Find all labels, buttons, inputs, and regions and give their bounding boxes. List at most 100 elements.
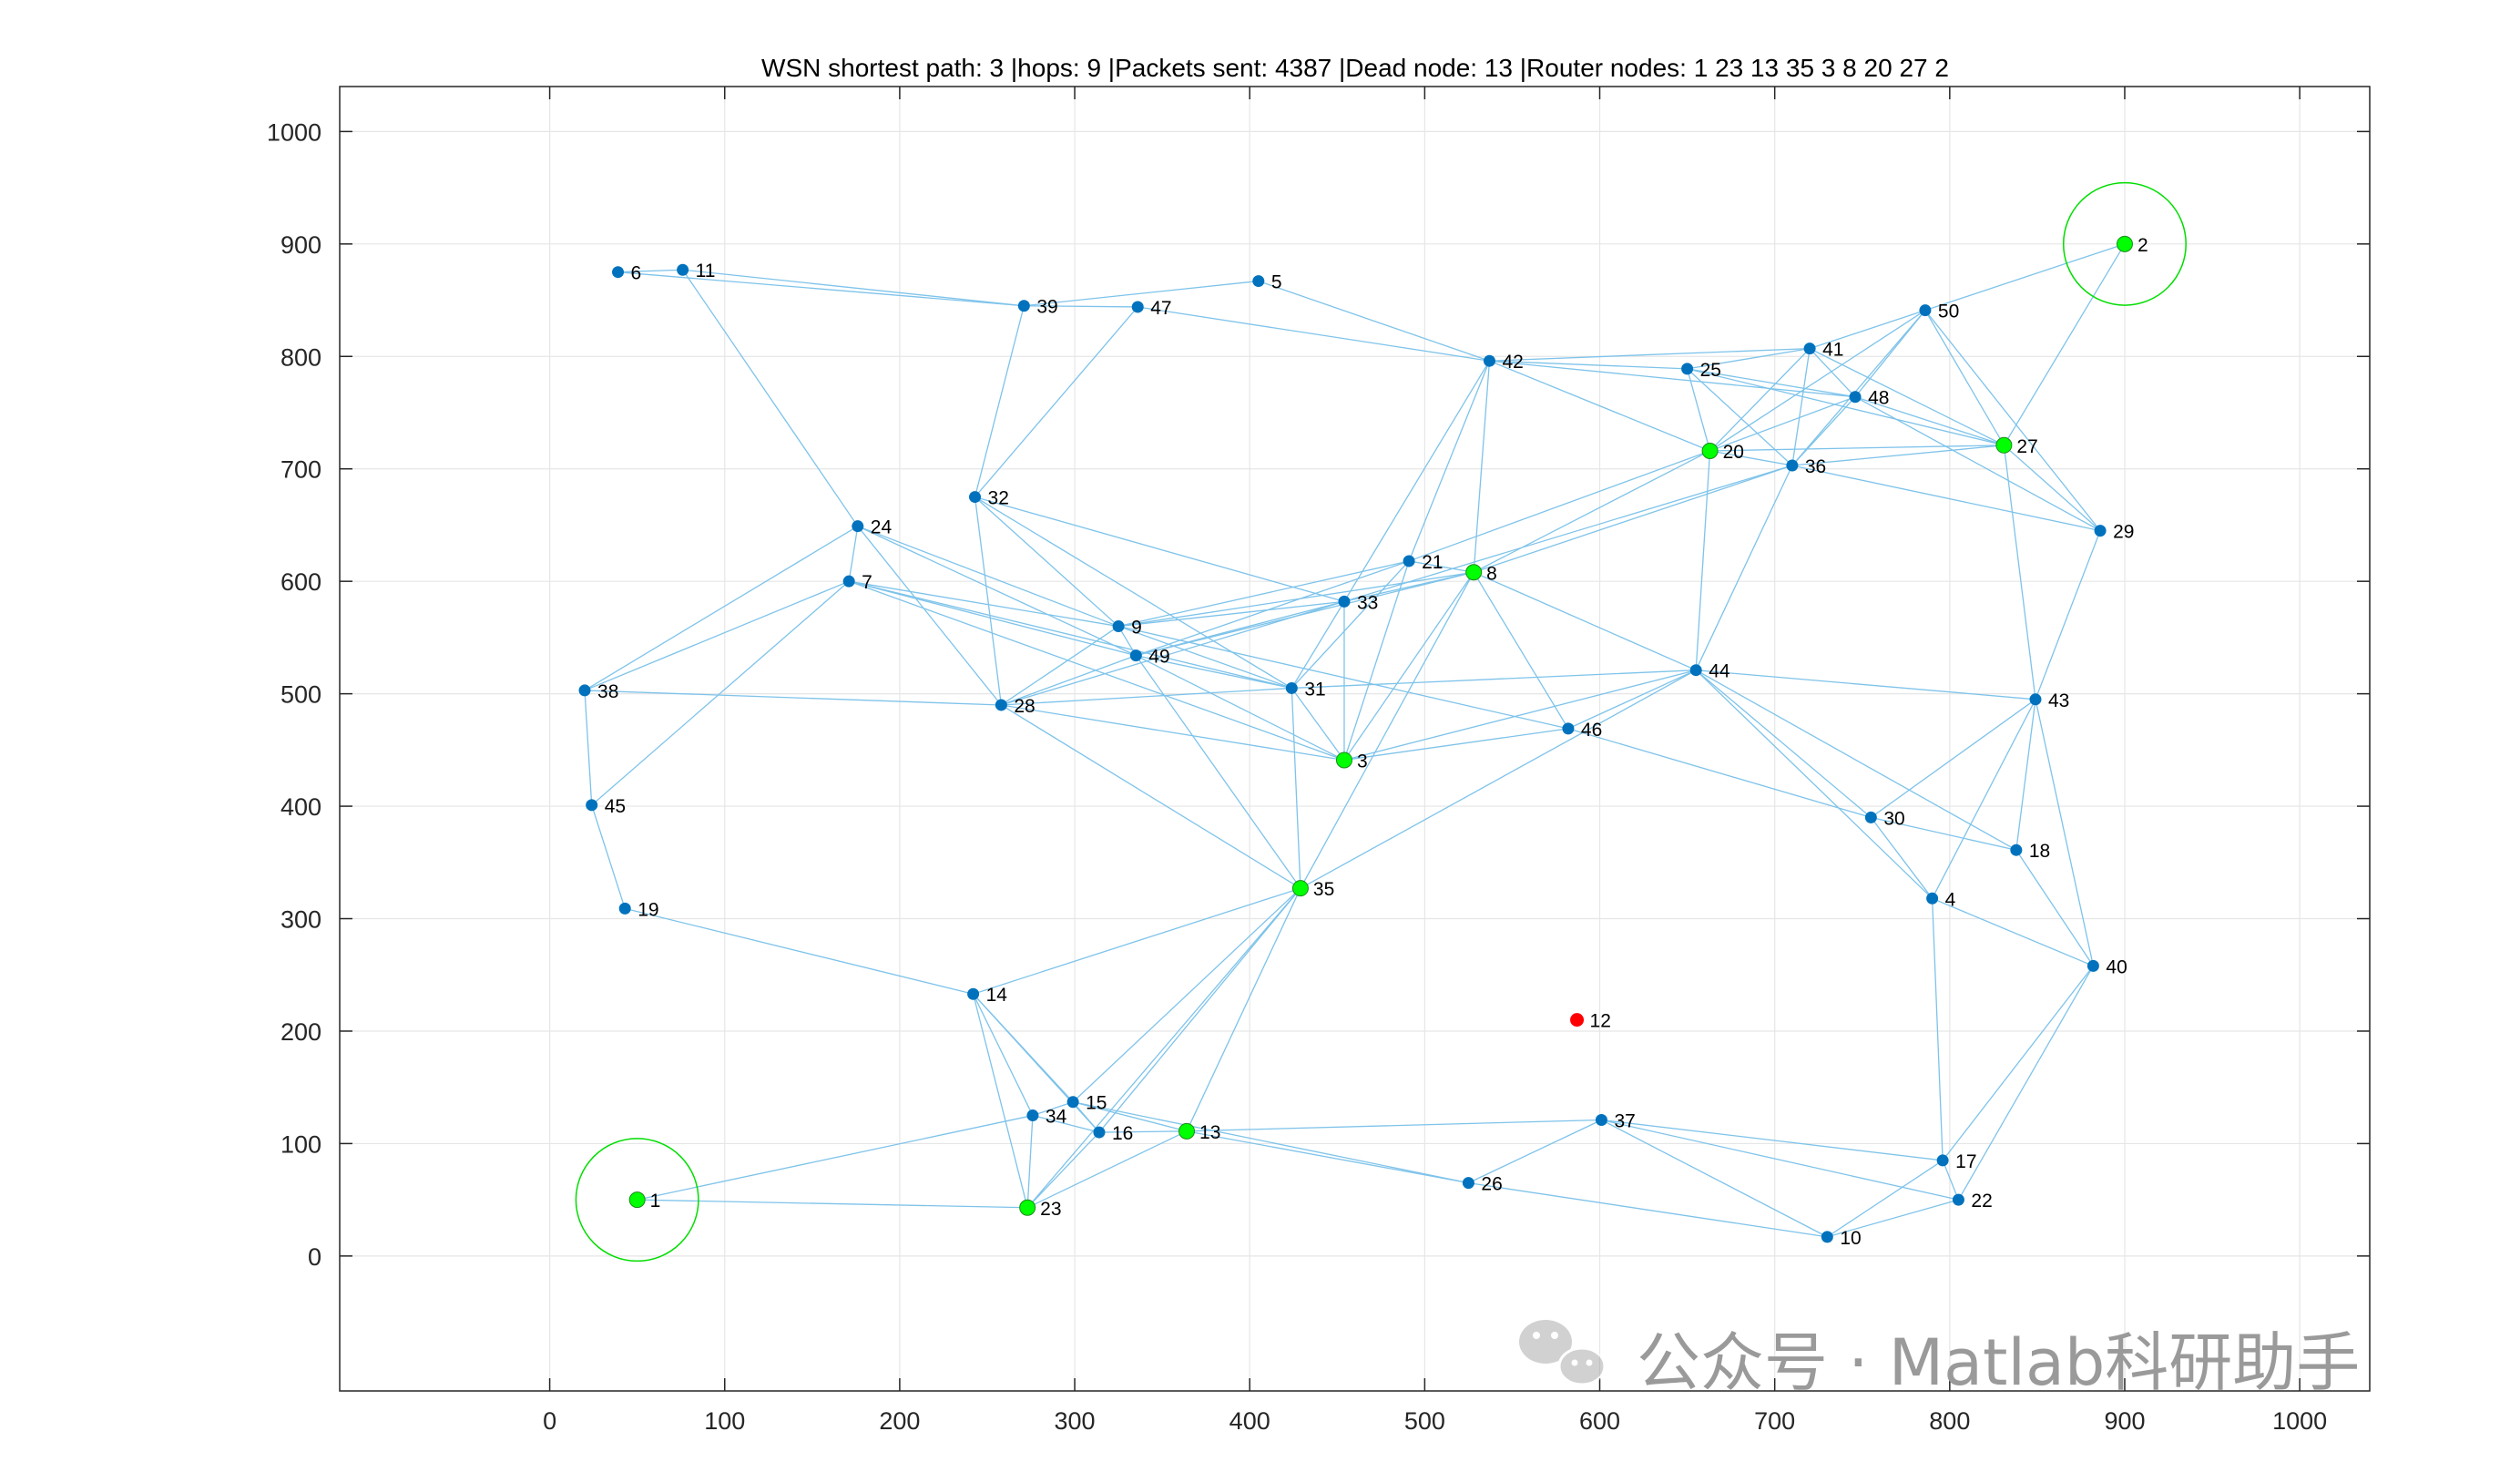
x-tick-label: 900 xyxy=(2104,1407,2145,1435)
x-tick-label: 1000 xyxy=(2272,1407,2327,1435)
node-label-37: 37 xyxy=(1614,1110,1635,1131)
node-11 xyxy=(677,263,689,276)
edge-11-24 xyxy=(682,269,859,527)
node-41 xyxy=(1803,342,1816,355)
node-30 xyxy=(1864,811,1877,823)
node-44 xyxy=(1689,664,1702,677)
edge-37-17 xyxy=(1601,1119,1944,1161)
x-tick-label: 200 xyxy=(879,1407,920,1435)
edge-41-27 xyxy=(1809,348,2005,446)
edge-16-23 xyxy=(1026,1131,1100,1209)
edge-26-10 xyxy=(1468,1181,1828,1238)
node-label-46: 46 xyxy=(1581,720,1602,741)
edge-27-2 xyxy=(2003,243,2126,446)
edge-9-46 xyxy=(1117,625,1569,730)
edge-24-49 xyxy=(857,526,1137,657)
range-circle-1 xyxy=(575,1138,699,1263)
edge-17-22 xyxy=(1942,1160,1960,1201)
node-3 xyxy=(1335,751,1352,769)
edge-44-30 xyxy=(1695,670,1872,818)
y-axis: 0 100 200 300 400 500 600 700 800 900 1000 xyxy=(267,118,2370,1271)
edge-33-9 xyxy=(1118,600,1345,628)
node-label-14: 14 xyxy=(986,985,1008,1006)
node-label-11: 11 xyxy=(696,261,716,281)
node-label-40: 40 xyxy=(2106,956,2127,977)
chart-title: WSN shortest path: 3 |hops: 9 |Packets s… xyxy=(761,54,1949,82)
node-label-43: 43 xyxy=(2048,690,2069,711)
y-tick-label: 1000 xyxy=(267,118,321,146)
edge-32-9 xyxy=(974,496,1119,628)
edge-4-40 xyxy=(1932,897,2094,966)
node-20 xyxy=(1701,442,1719,459)
edge-21-3 xyxy=(1343,560,1410,761)
node-36 xyxy=(1786,459,1799,472)
nodes xyxy=(578,235,2133,1243)
edge-35-13 xyxy=(1186,887,1301,1132)
node-18 xyxy=(2010,843,2023,856)
edge-38-45 xyxy=(584,690,593,805)
edge-28-35 xyxy=(1001,704,1301,889)
node-label-22: 22 xyxy=(1971,1191,1992,1212)
range-circles xyxy=(575,181,2187,1263)
node-42 xyxy=(1483,354,1495,367)
node-47 xyxy=(1131,301,1144,313)
edge-27-36 xyxy=(1791,445,2005,466)
x-tick-label: 0 xyxy=(543,1407,556,1435)
edge-43-40 xyxy=(2035,699,2095,966)
node-50 xyxy=(1919,304,1932,317)
node-label-45: 45 xyxy=(605,796,626,817)
edge-50-2 xyxy=(1924,243,2126,312)
x-tick-label: 600 xyxy=(1579,1407,1620,1435)
node-48 xyxy=(1849,391,1862,404)
node-label-39: 39 xyxy=(1036,297,1057,318)
grid-lines xyxy=(340,87,2370,1391)
node-46 xyxy=(1562,722,1575,735)
edge-37-22 xyxy=(1601,1119,1959,1201)
y-tick-label: 500 xyxy=(281,681,321,709)
edge-20-21 xyxy=(1408,450,1710,562)
edge-5-42 xyxy=(1258,280,1490,362)
edge-34-23 xyxy=(1026,1115,1034,1208)
node-45 xyxy=(586,799,598,812)
edge-28-3 xyxy=(1001,704,1345,762)
node-27 xyxy=(1995,436,2013,454)
edge-6-11 xyxy=(617,269,683,273)
y-tick-label: 100 xyxy=(281,1130,321,1158)
edge-8-9 xyxy=(1117,571,1474,628)
node-28 xyxy=(995,699,1007,711)
edge-32-33 xyxy=(974,496,1345,603)
edge-39-5 xyxy=(1024,280,1259,307)
node-label-42: 42 xyxy=(1502,352,1523,373)
edge-44-18 xyxy=(1695,670,2017,851)
edge-19-14 xyxy=(625,907,974,995)
edge-50-36 xyxy=(1791,310,1926,466)
edge-49-28 xyxy=(1001,655,1137,706)
edge-36-8 xyxy=(1473,465,1793,573)
node-21 xyxy=(1403,555,1415,567)
edge-49-3 xyxy=(1136,655,1345,762)
node-label-1: 1 xyxy=(650,1191,661,1212)
edge-7-31 xyxy=(849,580,1292,690)
node-35 xyxy=(1291,880,1309,897)
edge-14-23 xyxy=(972,994,1028,1208)
edge-41-50 xyxy=(1809,310,1926,350)
edge-1-34 xyxy=(637,1114,1034,1201)
edge-7-3 xyxy=(848,580,1345,762)
node-label-49: 49 xyxy=(1148,647,1169,668)
edge-45-19 xyxy=(591,804,626,909)
node-label-33: 33 xyxy=(1357,592,1378,613)
node-32 xyxy=(969,491,982,504)
edge-4-17 xyxy=(1931,898,1944,1160)
node-label-48: 48 xyxy=(1868,388,1889,409)
edge-31-35 xyxy=(1291,688,1301,889)
edge-24-38 xyxy=(584,526,859,691)
node-25 xyxy=(1681,363,1694,375)
edge-21-9 xyxy=(1117,560,1410,628)
edge-40-22 xyxy=(1957,966,2094,1201)
node-label-47: 47 xyxy=(1150,298,1171,319)
node-label-7: 7 xyxy=(862,572,872,593)
node-label-50: 50 xyxy=(1938,302,1959,322)
edge-30-4 xyxy=(1870,817,1933,899)
node-38 xyxy=(578,684,591,697)
node-label-10: 10 xyxy=(1840,1228,1861,1249)
